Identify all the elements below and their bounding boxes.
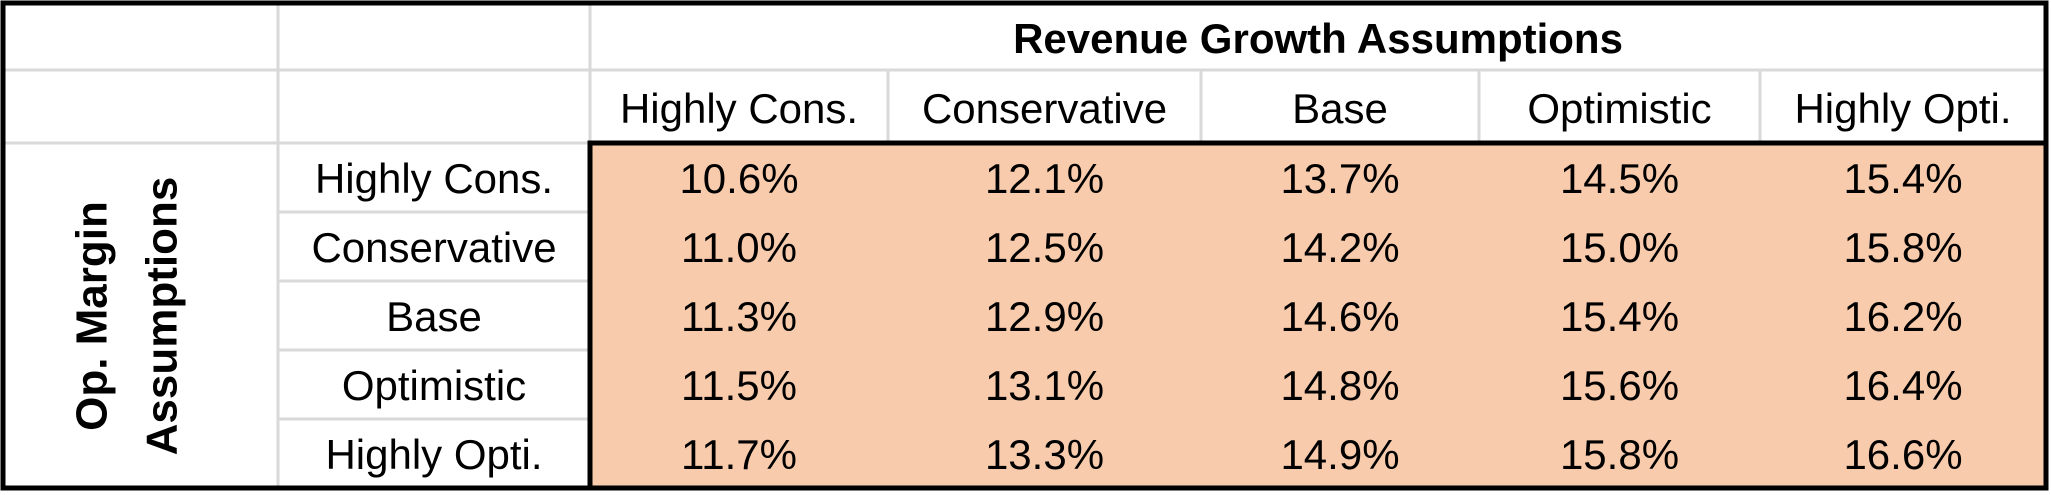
value-cell: 15.4%	[1843, 155, 1962, 202]
value-cell: 11.3%	[681, 293, 797, 340]
value-cell: 14.5%	[1560, 155, 1679, 202]
value-cell: 11.0%	[681, 224, 797, 271]
value-cell: 14.8%	[1280, 362, 1399, 409]
row-header: Highly Cons.	[315, 155, 553, 202]
column-header: Highly Opti.	[1794, 85, 2011, 132]
value-cell: 13.7%	[1280, 155, 1399, 202]
column-header: Base	[1292, 85, 1388, 132]
row-header: Highly Opti.	[325, 431, 542, 478]
value-cell: 12.9%	[985, 293, 1104, 340]
value-cell: 15.8%	[1560, 431, 1679, 478]
value-cell: 11.5%	[681, 362, 797, 409]
value-cell: 15.6%	[1560, 362, 1679, 409]
row-header: Conservative	[311, 224, 556, 271]
chart-title: Revenue Growth Assumptions	[1013, 15, 1623, 62]
column-header: Conservative	[922, 85, 1167, 132]
value-cell: 10.6%	[679, 155, 798, 202]
row-header: Optimistic	[342, 362, 526, 409]
table-fills	[590, 143, 2046, 488]
table-labels: Revenue Growth Assumptions Highly Cons. Co…	[311, 15, 2011, 478]
row-header: Base	[386, 293, 482, 340]
value-cell: 12.5%	[985, 224, 1104, 271]
column-header: Optimistic	[1527, 85, 1711, 132]
value-cell: 11.7%	[681, 431, 797, 478]
value-cell: 16.4%	[1843, 362, 1962, 409]
value-cell: 13.3%	[985, 431, 1104, 478]
value-cell: 14.6%	[1280, 293, 1399, 340]
value-cell: 15.8%	[1843, 224, 1962, 271]
value-cell: 15.0%	[1560, 224, 1679, 271]
value-area-border	[587, 140, 2049, 491]
value-cell: 13.1%	[985, 362, 1104, 409]
column-header: Highly Cons.	[620, 85, 858, 132]
value-cell: 12.1%	[985, 155, 1104, 202]
value-cell: 15.4%	[1560, 293, 1679, 340]
value-cell: 16.6%	[1843, 431, 1962, 478]
value-cell: 14.9%	[1280, 431, 1399, 478]
value-area-fill	[590, 143, 2046, 488]
value-cell: 14.2%	[1280, 224, 1399, 271]
value-cell: 16.2%	[1843, 293, 1962, 340]
